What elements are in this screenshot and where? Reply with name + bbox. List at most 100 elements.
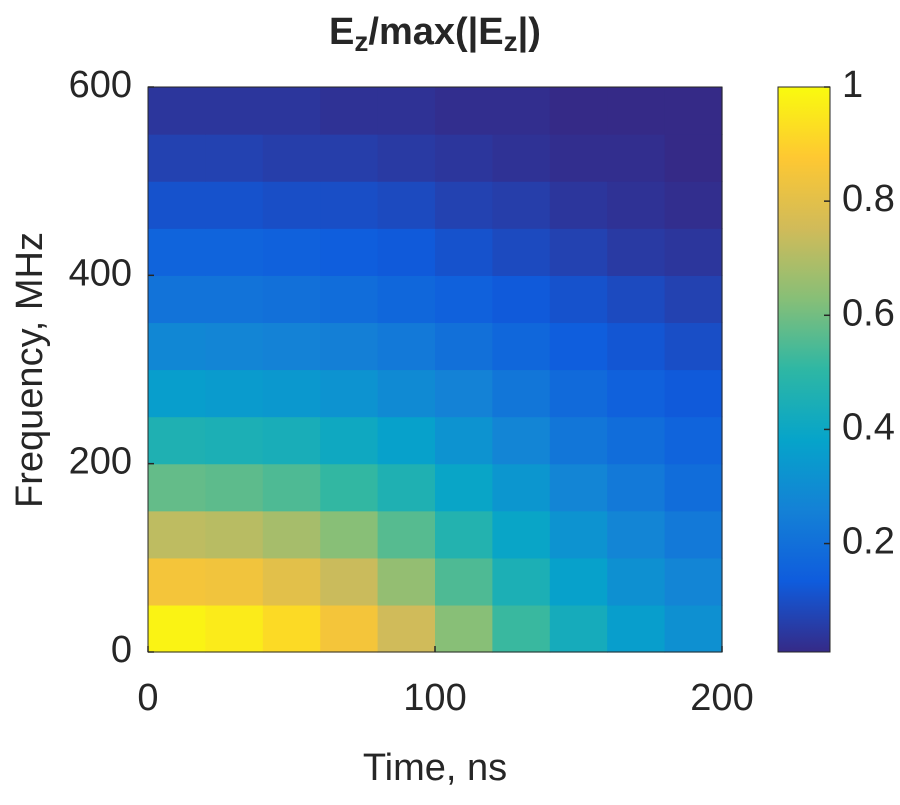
heatmap-cell — [320, 416, 379, 465]
heatmap-cell — [148, 510, 206, 559]
heatmap-cell — [492, 275, 551, 324]
heatmap-cell — [377, 275, 436, 324]
heatmap-cell — [664, 181, 723, 229]
colorbar — [777, 86, 831, 653]
heatmap-cell — [262, 134, 321, 182]
y-tick-label: 0 — [111, 629, 132, 671]
heatmap-cell — [607, 463, 666, 512]
heatmap-cell — [549, 87, 608, 135]
heatmap-cell — [205, 557, 264, 606]
heatmap-cell — [377, 510, 436, 559]
heatmap-cell — [262, 604, 321, 653]
y-axis-label: Frequency, MHz — [9, 232, 51, 508]
heatmap-cell — [492, 604, 551, 653]
heatmap-cell — [377, 181, 436, 229]
heatmap-cell — [549, 416, 608, 465]
heatmap-cell — [549, 181, 608, 229]
heatmap-cell — [664, 228, 723, 276]
heatmap-cell — [320, 463, 379, 512]
colorbar-tick-label: 0.2 — [842, 521, 895, 563]
heatmap-cell — [664, 510, 723, 559]
heatmap-cell — [435, 510, 493, 559]
heatmap-cell — [664, 322, 723, 371]
heatmap-cell — [435, 181, 493, 229]
heatmap-cell — [148, 369, 206, 418]
heatmap-cell — [377, 557, 436, 606]
heatmap-cell — [607, 322, 666, 371]
heatmap-cell — [435, 275, 493, 324]
heatmap-cell — [435, 557, 493, 606]
heatmap-cell — [549, 134, 608, 182]
heatmap-cell — [205, 369, 264, 418]
heatmap-cell — [320, 134, 379, 182]
heatmap-cell — [664, 275, 723, 324]
heatmap-cell — [377, 463, 436, 512]
heatmap-cell — [320, 322, 379, 371]
x-tick-label: 200 — [690, 677, 753, 719]
heatmap-cell — [320, 557, 379, 606]
heatmap-cell — [148, 322, 206, 371]
colorbar-tick-label: 0.4 — [842, 406, 895, 448]
heatmap-cell — [549, 369, 608, 418]
title-subscript: z — [354, 26, 368, 57]
heatmap-cell — [205, 134, 264, 182]
heatmap-cell — [549, 275, 608, 324]
y-tick-label: 600 — [69, 64, 132, 106]
heatmap-cell — [435, 228, 493, 276]
colorbar-tick-label: 1 — [842, 64, 863, 106]
heatmap-cell — [320, 510, 379, 559]
heatmap-cell — [377, 369, 436, 418]
title-part: E — [329, 11, 354, 53]
heatmap-cell — [549, 510, 608, 559]
heatmap-cell — [262, 369, 321, 418]
heatmap-cell — [435, 369, 493, 418]
heatmap-cell — [607, 134, 666, 182]
heatmap-cell — [549, 463, 608, 512]
heatmap-cell — [549, 228, 608, 276]
heatmap-cell — [377, 604, 436, 653]
heatmap-cell — [607, 604, 666, 653]
heatmap-cell — [607, 87, 666, 135]
x-tick-label: 100 — [403, 677, 466, 719]
heatmap-cell — [205, 604, 264, 653]
heatmap-cell — [205, 510, 264, 559]
colorbar-tick-label: 0.8 — [842, 178, 895, 220]
heatmap-cell — [320, 275, 379, 324]
y-tick-label: 400 — [69, 252, 132, 294]
heatmap-cell — [205, 181, 264, 229]
heatmap-cell — [148, 463, 206, 512]
heatmap-cell — [205, 87, 264, 135]
heatmap-cell — [664, 416, 723, 465]
heatmap-cell — [262, 416, 321, 465]
heatmap-cell — [320, 228, 379, 276]
heatmap-cell — [262, 181, 321, 229]
y-tick-label: 200 — [69, 441, 132, 483]
heatmap-cell — [205, 275, 264, 324]
heatmap-cell — [377, 416, 436, 465]
heatmap-cell — [262, 87, 321, 135]
heatmap-cell — [492, 557, 551, 606]
heatmap-cell — [377, 87, 436, 135]
heatmap-cell — [607, 557, 666, 606]
heatmap-cell — [435, 416, 493, 465]
heatmap-cell — [549, 604, 608, 653]
heatmap-cell — [377, 228, 436, 276]
heatmap-cell — [205, 416, 264, 465]
heatmap-cell — [148, 228, 206, 276]
heatmap-cell — [664, 369, 723, 418]
heatmap-cell — [607, 181, 666, 229]
heatmap-cell — [205, 228, 264, 276]
chart-title: Ez/max(|Ez|) — [329, 11, 541, 57]
heatmap-cell — [492, 181, 551, 229]
heatmap-cell — [549, 557, 608, 606]
heatmap-cell — [377, 322, 436, 371]
heatmap-cell — [435, 322, 493, 371]
heatmap-cell — [320, 87, 379, 135]
heatmap-cell — [664, 87, 723, 135]
heatmap-cell — [492, 322, 551, 371]
heatmap-cell — [205, 463, 264, 512]
title-part: /max(|E — [368, 11, 503, 53]
x-tick-label: 0 — [137, 677, 158, 719]
heatmap-cell — [607, 275, 666, 324]
heatmap-cell — [262, 463, 321, 512]
